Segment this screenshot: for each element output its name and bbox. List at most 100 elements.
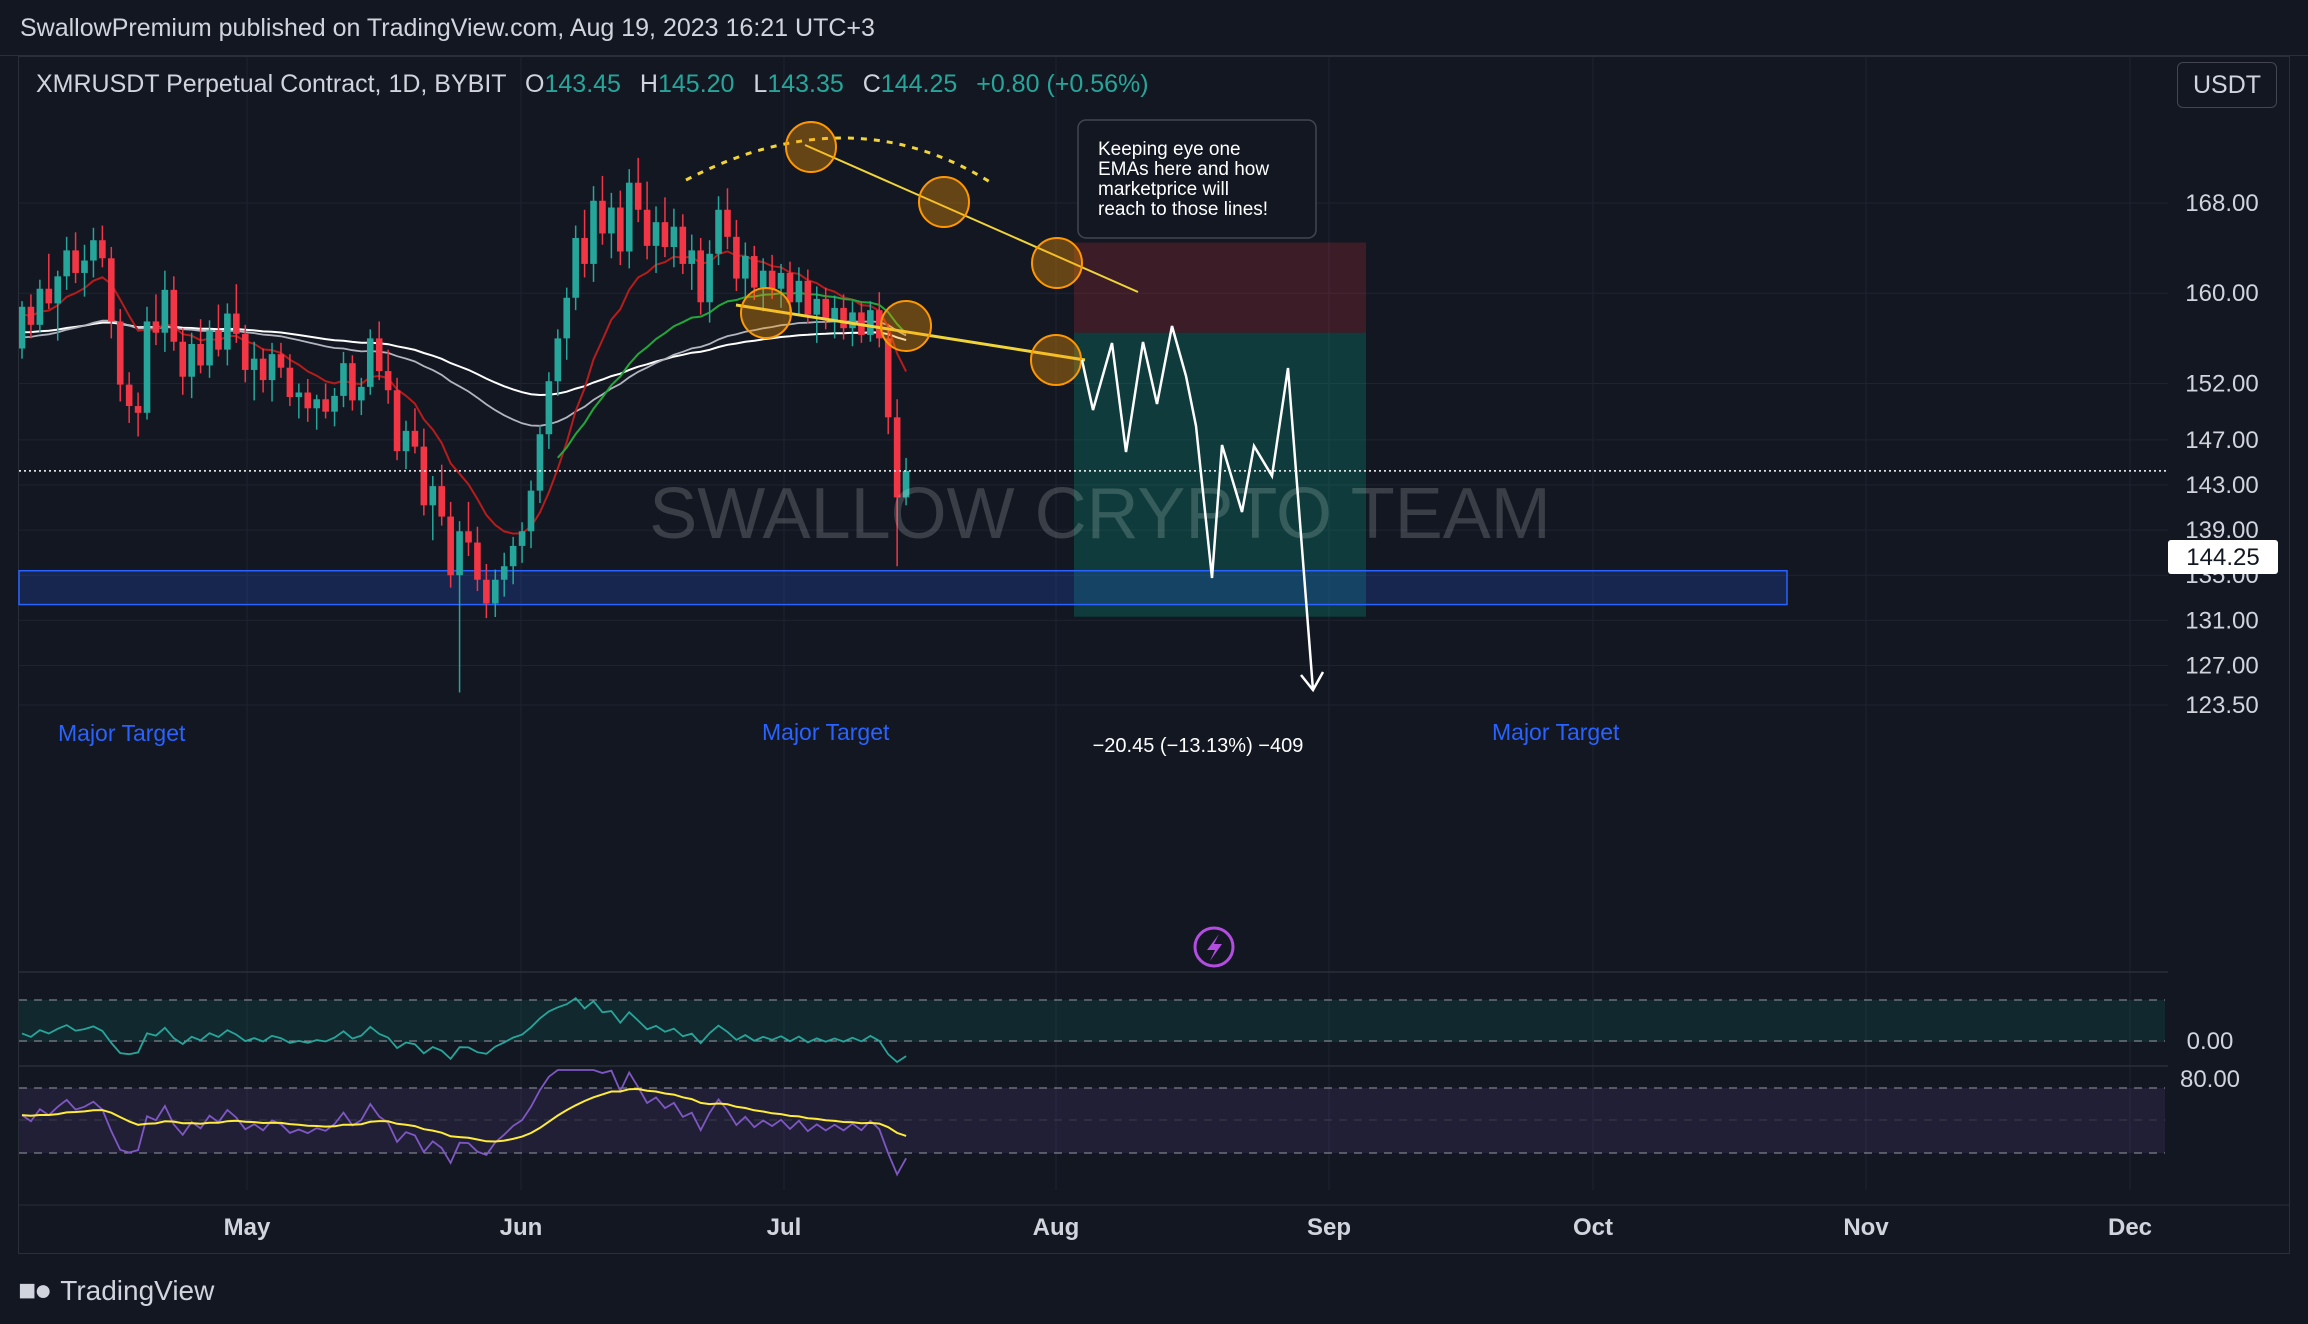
change-value: +0.80 (+0.56%)	[976, 70, 1149, 98]
candle-body-41	[384, 371, 392, 391]
candle-body-95	[867, 310, 874, 335]
y-tick-4: 143.00	[2185, 472, 2258, 499]
candle-body-98	[893, 417, 901, 498]
projection-arrow-head	[1300, 671, 1325, 693]
candle-body-32	[304, 392, 312, 409]
candle-body-54	[500, 566, 508, 580]
candle-body-38	[358, 386, 365, 401]
drawings	[19, 121, 2168, 693]
candle-body-30	[286, 367, 294, 398]
candle-body-67	[617, 207, 624, 252]
candle-body-1	[27, 306, 35, 325]
svg-text:Keeping eye one EMAs her: Keeping eye one EMAs here and how market…	[1098, 139, 1274, 220]
candle-body-43	[402, 430, 410, 452]
candle-body-12	[125, 384, 133, 407]
candle-body-13	[134, 406, 142, 413]
projection-path	[1080, 325, 1315, 691]
pattern-circle-0	[785, 121, 837, 173]
candle-body-47	[438, 486, 446, 517]
candle-body-20	[197, 344, 204, 366]
neckline	[735, 303, 1086, 362]
osc-band	[19, 1000, 2165, 1042]
candle-body-55	[509, 545, 517, 567]
candle-body-63	[581, 237, 588, 264]
symbol-legend: XMRUSDT Perpetual Contract, 1D, BYBIT O1…	[36, 70, 1149, 99]
candle-body-58	[536, 434, 544, 491]
candle-body-33	[313, 399, 320, 409]
currency-button[interactable]: USDT	[2177, 62, 2277, 108]
candle-body-28	[268, 354, 276, 381]
x-tick-5: Oct	[1573, 1214, 1613, 1241]
ema-lines	[21, 250, 907, 535]
candle-body-18	[179, 341, 187, 377]
candle-body-84	[768, 270, 776, 289]
high-value: 145.20	[657, 70, 735, 98]
candle-body-97	[884, 338, 892, 418]
candle-body-59	[545, 381, 553, 435]
candle-body-52	[483, 579, 490, 604]
low-value: 143.35	[767, 70, 844, 98]
candle-body-5	[63, 250, 70, 277]
candle-body-62	[572, 237, 579, 298]
annotation-callout[interactable]: Keeping eye one EMAs here and how market…	[1077, 119, 1317, 239]
candle-body-78	[715, 209, 722, 254]
candle-body-40	[375, 338, 383, 372]
candle-body-46	[429, 486, 437, 506]
candle-body-27	[259, 358, 267, 381]
lightning-icon[interactable]	[1193, 926, 1235, 968]
candle-body-21	[206, 330, 213, 366]
candle-body-8	[90, 240, 97, 261]
candle-body-45	[420, 446, 428, 506]
candle-body-91	[831, 307, 838, 321]
annotation-line-4: reach to those lines!	[1098, 199, 1268, 220]
candle-body-92	[840, 307, 847, 329]
x-tick-1: Jun	[500, 1214, 543, 1241]
candle-body-80	[733, 236, 740, 279]
time-axis: May Jun Jul Aug Sep Oct Nov Dec	[19, 1204, 2289, 1241]
candle-body-79	[724, 209, 731, 237]
footer: ■● TradingView	[0, 1256, 2308, 1324]
candle-body-9	[99, 240, 106, 259]
low-label: L	[753, 70, 768, 98]
major-target-zone	[18, 569, 1788, 606]
candle-body-56	[518, 531, 526, 546]
candle-body-90	[822, 298, 829, 321]
candle-body-82	[750, 256, 758, 288]
y-tick-3: 147.00	[2185, 427, 2258, 454]
candle-body-31	[295, 392, 303, 398]
candle-body-19	[188, 344, 195, 377]
rsi-tick-0: 80.00	[2180, 1066, 2240, 1093]
symbol-title: XMRUSDT Perpetual Contract, 1D, BYBIT	[36, 70, 507, 98]
candle-body-61	[563, 297, 571, 339]
candle-body-26	[250, 358, 258, 370]
candle-body-29	[277, 354, 285, 368]
candle-body-64	[590, 200, 597, 264]
candle-body-50	[465, 531, 472, 543]
target-label-1: Major Target	[58, 720, 186, 746]
candle-body-65	[599, 200, 606, 234]
candle-body-73	[670, 226, 678, 247]
candle-body-86	[786, 272, 794, 303]
candle-body-88	[804, 280, 812, 315]
x-tick-4: Sep	[1307, 1214, 1351, 1241]
candle-body-85	[777, 272, 785, 289]
y-tick-1: 160.00	[2185, 280, 2258, 307]
ema-60-line	[21, 319, 907, 427]
tradingview-logo[interactable]: ■● TradingView	[18, 1274, 214, 1308]
pattern-circle-2	[1031, 237, 1083, 289]
candle-body-57	[527, 490, 535, 532]
ema-12-line	[21, 250, 907, 535]
candle-body-25	[241, 333, 249, 370]
candle-body-68	[625, 182, 633, 252]
risk-zone	[1074, 242, 1366, 333]
candle-body-44	[411, 430, 419, 447]
chart-panel[interactable]	[18, 56, 2290, 1254]
candle-body-16	[161, 289, 169, 333]
x-tick-7: Dec	[2108, 1214, 2152, 1241]
tradingview-icon: ■●	[18, 1274, 52, 1307]
pattern-circle-5	[1030, 334, 1082, 386]
candle-body-89	[813, 298, 821, 315]
rsi-ma-line	[21, 1087, 907, 1143]
candle-body-74	[679, 226, 687, 264]
